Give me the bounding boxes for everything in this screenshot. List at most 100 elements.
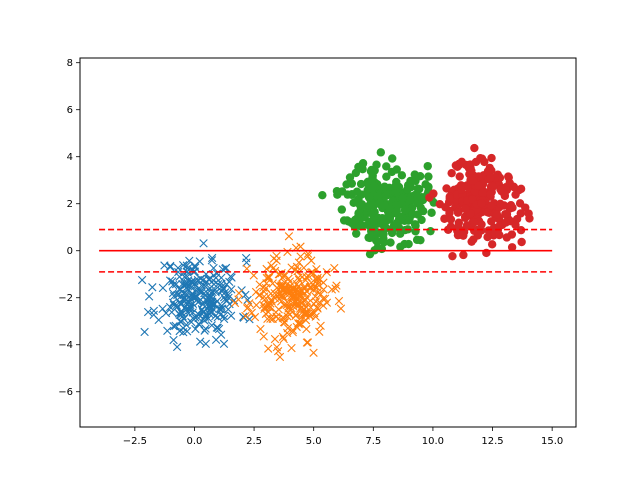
data-point (330, 263, 339, 273)
data-point (440, 214, 449, 223)
data-point (387, 167, 397, 177)
data-point (511, 190, 520, 199)
data-point (331, 284, 340, 293)
y-tick-label: 6 (67, 105, 73, 116)
data-point (302, 338, 312, 347)
data-point (208, 297, 217, 306)
data-point (165, 302, 175, 312)
data-point (275, 352, 285, 362)
data-point (332, 186, 342, 196)
data-point (219, 314, 229, 324)
data-point (365, 233, 375, 243)
data-point (182, 267, 192, 276)
data-point (180, 293, 189, 302)
data-point (356, 222, 365, 231)
data-point (284, 232, 294, 241)
data-point (337, 205, 347, 214)
data-point (380, 182, 389, 191)
data-point (285, 277, 295, 286)
data-point (369, 201, 378, 211)
data-point (505, 178, 514, 188)
data-point (158, 283, 168, 293)
data-point (487, 217, 496, 226)
data-point (309, 348, 318, 357)
data-point (287, 291, 296, 300)
data-point (137, 275, 147, 285)
reference-lines (99, 228, 553, 273)
axes-frame (79, 57, 577, 428)
data-point (264, 273, 273, 283)
data-point (191, 263, 200, 272)
y-tick-label: −6 (58, 387, 73, 398)
data-point (219, 311, 228, 321)
data-point (483, 232, 492, 242)
data-point (271, 308, 281, 317)
data-point (166, 262, 175, 272)
data-point (173, 290, 182, 300)
data-point (461, 204, 470, 213)
data-point (270, 288, 279, 298)
data-point (169, 300, 179, 310)
data-point (259, 332, 268, 341)
data-point (507, 243, 517, 252)
data-point (249, 271, 258, 280)
data-point (218, 304, 227, 313)
x-tick-label: 15.0 (541, 436, 563, 447)
data-point (310, 282, 319, 291)
data-point (410, 170, 419, 179)
data-point (376, 148, 386, 157)
data-point (195, 337, 205, 346)
x-tick-label: −2.5 (123, 436, 147, 447)
data-point (259, 287, 269, 296)
data-point (487, 153, 496, 163)
data-point (182, 327, 192, 336)
data-point (379, 218, 388, 228)
data-point (459, 231, 468, 240)
data-point (168, 298, 178, 307)
data-point (264, 344, 273, 353)
data-point (501, 218, 511, 227)
data-point (352, 187, 362, 196)
data-point (406, 183, 415, 192)
data-point (212, 269, 222, 278)
y-tick-label: −2 (58, 293, 73, 304)
data-point (483, 167, 493, 176)
data-point (179, 314, 189, 324)
y-tick-label: 8 (67, 58, 73, 69)
data-point (418, 206, 428, 216)
data-point (397, 171, 407, 180)
data-point (193, 275, 203, 285)
data-point (373, 237, 382, 246)
data-point (275, 290, 284, 300)
data-point (279, 314, 288, 323)
data-point (427, 208, 436, 217)
series-1 (230, 232, 346, 362)
data-point (266, 289, 276, 298)
data-point (492, 210, 502, 219)
data-point (168, 280, 178, 290)
data-point (445, 208, 454, 218)
data-point (201, 339, 211, 349)
data-point (213, 323, 222, 333)
data-point (224, 293, 233, 303)
series-0 (137, 239, 254, 352)
data-point (234, 295, 243, 304)
data-point (413, 199, 422, 208)
data-point (354, 209, 363, 218)
data-point (269, 263, 278, 273)
data-point (209, 263, 218, 273)
data-point (241, 311, 250, 321)
data-point (382, 172, 391, 181)
data-point (201, 324, 210, 333)
data-point (391, 181, 401, 190)
data-point (200, 316, 209, 325)
x-tick-label: 10.0 (422, 436, 444, 447)
data-point (287, 343, 296, 353)
data-point (368, 173, 377, 182)
data-point (392, 207, 402, 216)
data-point (144, 292, 154, 301)
data-point (382, 162, 391, 171)
data-point (272, 251, 281, 261)
data-point (184, 309, 193, 318)
x-tick-label: 2.5 (246, 436, 262, 447)
